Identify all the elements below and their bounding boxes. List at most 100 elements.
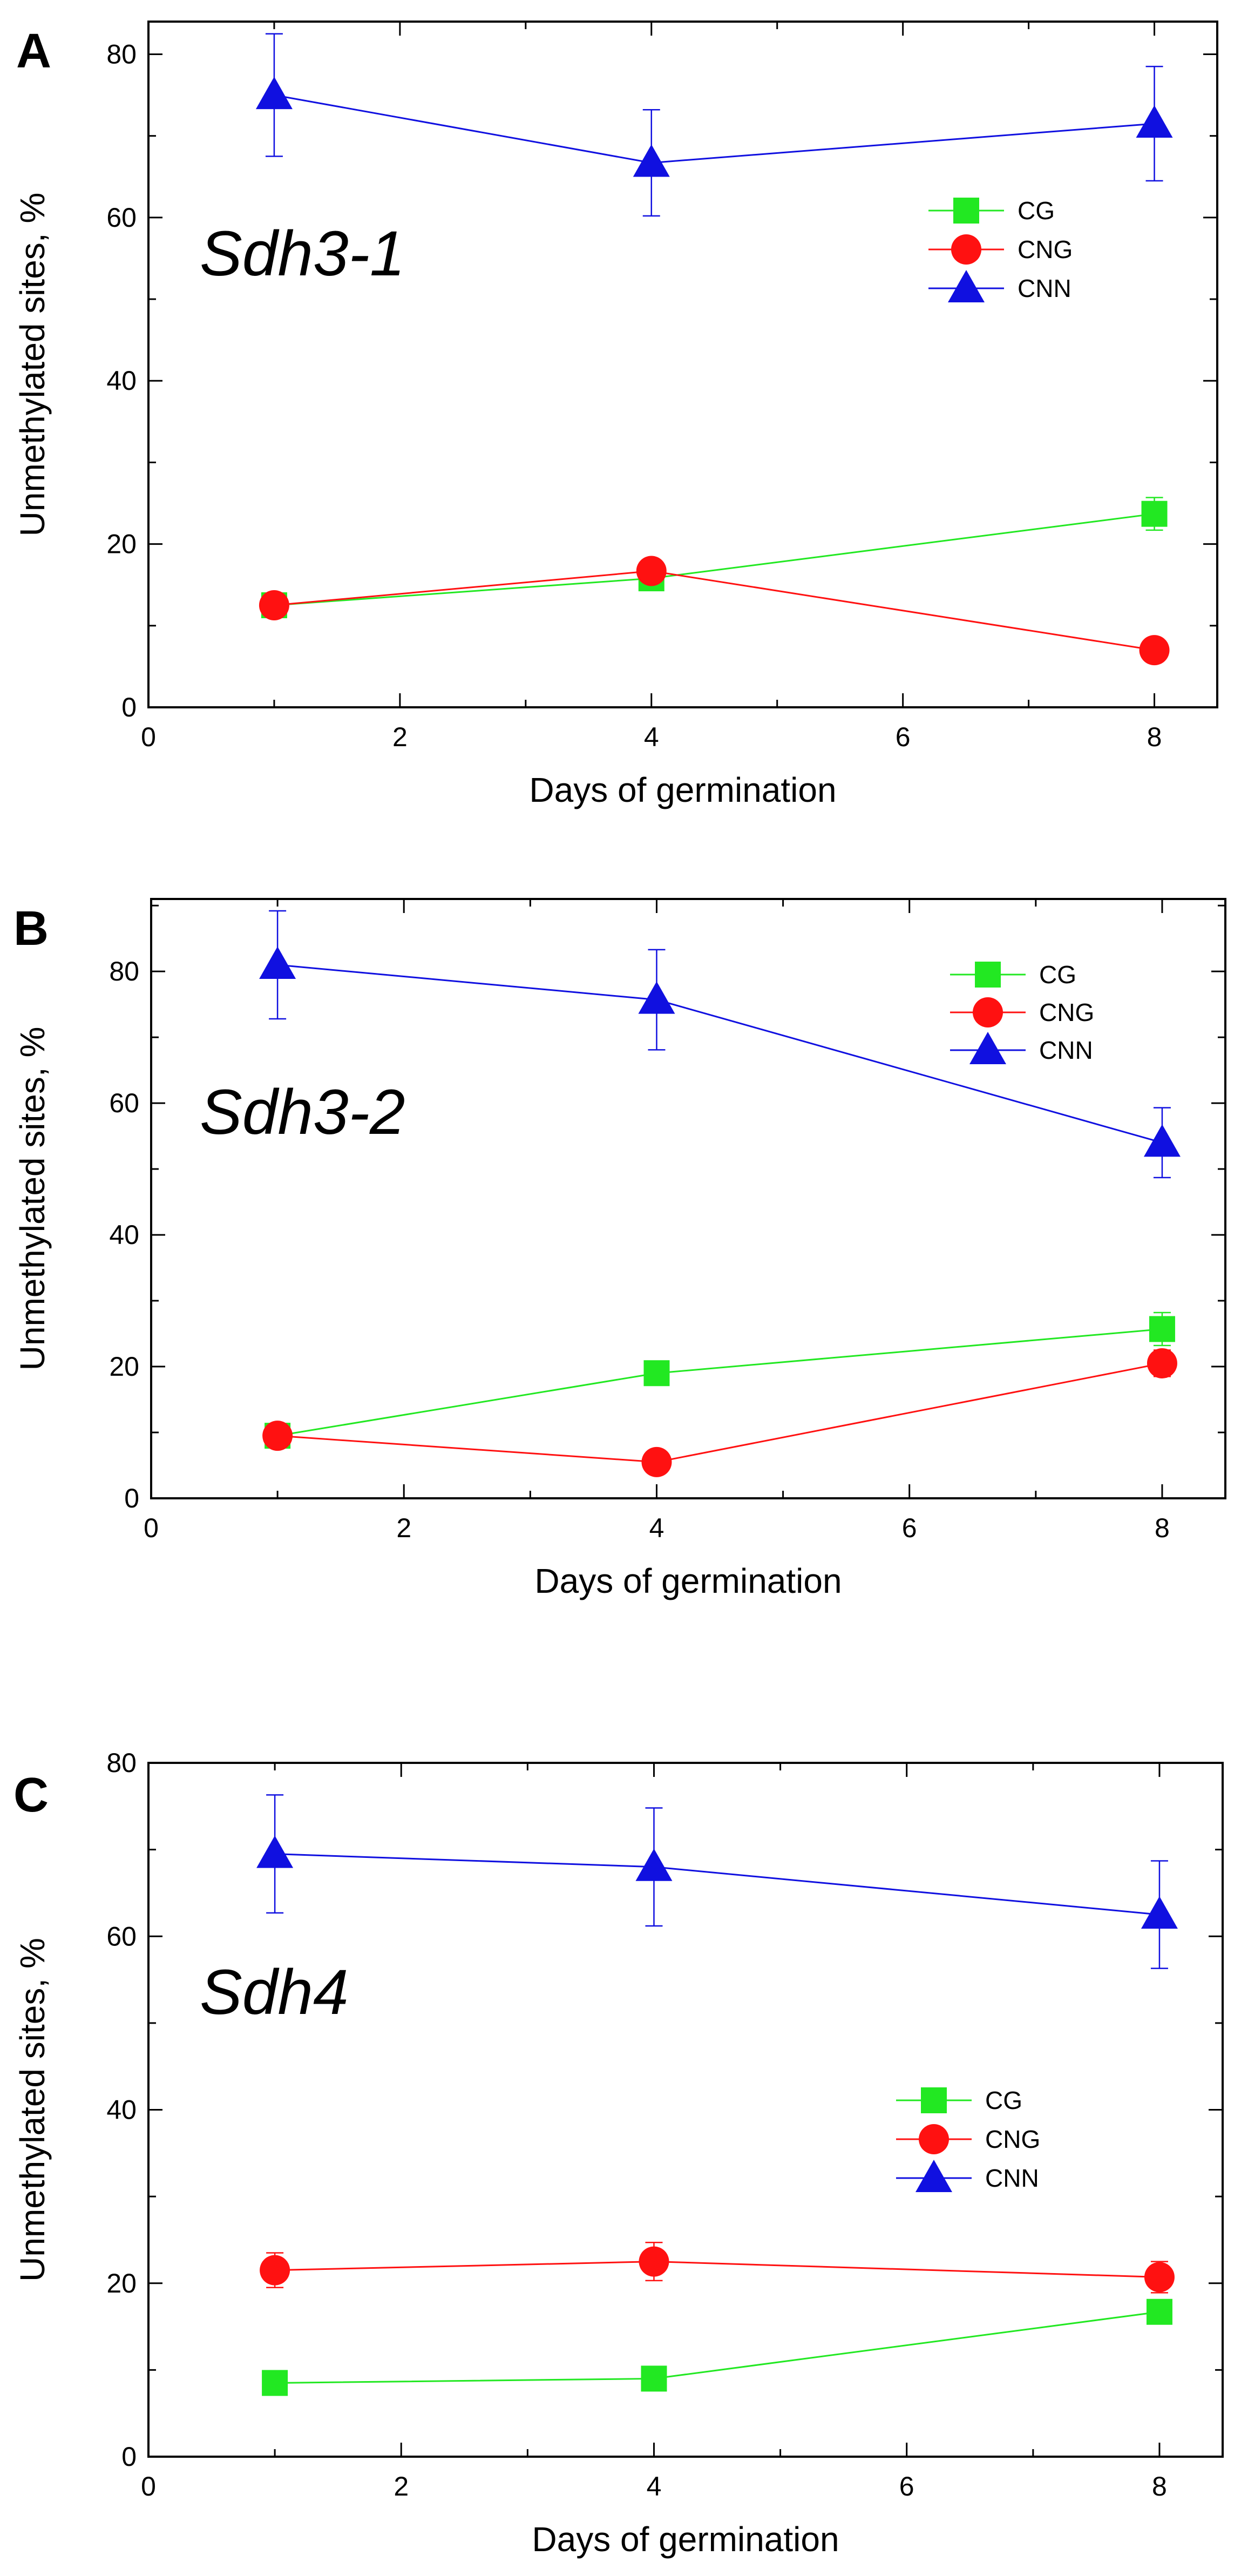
x-tick-label: 8 — [1152, 2471, 1167, 2501]
data-point-cg — [1146, 2298, 1172, 2325]
legend-marker-cng — [973, 997, 1003, 1027]
x-tick-label: 2 — [392, 722, 408, 752]
data-point-cng — [1147, 1348, 1177, 1378]
panel-letter: A — [16, 24, 51, 78]
y-axis-title: Unmethylated sites, % — [13, 193, 52, 537]
x-axis-title: Days of germination — [532, 2520, 839, 2559]
series-line-cng — [275, 2261, 1159, 2278]
series-cnn — [256, 1794, 1178, 1969]
y-tick-label: 0 — [121, 2442, 137, 2472]
y-tick-label: 40 — [106, 2095, 137, 2125]
plot-frame — [150, 898, 1226, 1499]
data-point-cg — [643, 1360, 670, 1387]
x-axis-title: Days of germination — [534, 1561, 842, 1600]
x-tick-label: 0 — [141, 2471, 156, 2501]
y-tick-label: 60 — [109, 1088, 139, 1118]
data-point-cng — [1144, 2262, 1175, 2293]
data-point-cng — [1139, 635, 1170, 666]
legend-marker-cng — [919, 2124, 949, 2154]
gene-label: Sdh3-1 — [200, 218, 405, 289]
data-point-cnn — [1143, 1124, 1181, 1157]
y-tick-label: 0 — [124, 1483, 139, 1513]
x-tick-label: 8 — [1147, 722, 1162, 752]
legend-label-cnn: CNN — [985, 2164, 1039, 2192]
series-cg — [265, 1311, 1175, 1449]
series-cng — [260, 2242, 1175, 2294]
x-axis-title: Days of germination — [529, 770, 836, 809]
series-cg — [261, 497, 1168, 619]
data-point-cg — [262, 2370, 288, 2396]
data-point-cg — [1149, 1316, 1175, 1342]
y-tick-label: 40 — [106, 366, 137, 396]
data-point-cnn — [1141, 1896, 1178, 1929]
data-point-cng — [639, 2246, 669, 2277]
data-point-cg — [1141, 501, 1168, 527]
gene-label: Sdh4 — [200, 1957, 349, 2028]
legend-label-cng: CNG — [1039, 998, 1094, 1026]
y-tick-label: 20 — [106, 2268, 137, 2298]
legend: CG CNG CNN — [950, 961, 1094, 1064]
legend-marker-cg — [953, 198, 979, 224]
series-line-cnn — [275, 1853, 1160, 1916]
series-cnn — [259, 910, 1181, 1179]
legend-marker-cg — [975, 962, 1001, 988]
legend-marker-cnn — [969, 1032, 1006, 1064]
y-axis-title: Unmethylated sites, % — [13, 1938, 52, 2282]
y-tick-label: 0 — [121, 692, 137, 722]
legend-label-cng: CNG — [1018, 235, 1073, 263]
plot-frame — [147, 1762, 1224, 2458]
data-point-cnn — [255, 77, 293, 110]
data-point-cnn — [1136, 105, 1173, 138]
panel-letter: B — [13, 902, 49, 956]
legend-label-cg: CG — [1039, 961, 1076, 989]
y-axis-title: Unmethylated sites, % — [13, 1027, 52, 1371]
x-tick-label: 6 — [896, 722, 911, 752]
y-tick-label: 20 — [106, 529, 137, 559]
y-tick-label: 60 — [106, 202, 137, 233]
legend-label-cnn: CNN — [1018, 274, 1072, 302]
data-point-cnn — [259, 946, 296, 979]
panel-letter: C — [13, 1768, 49, 1822]
legend-marker-cng — [951, 234, 981, 265]
data-point-cng — [259, 590, 289, 621]
data-point-cnn — [635, 1848, 673, 1881]
x-tick-label: 6 — [902, 1513, 917, 1543]
series-cng — [262, 1348, 1177, 1477]
x-tick-label: 2 — [394, 2471, 409, 2501]
data-point-cnn — [633, 144, 670, 177]
legend: CG CNG CNN — [928, 197, 1073, 302]
series-line-cg — [275, 2311, 1160, 2384]
legend-marker-cg — [921, 2087, 947, 2113]
gene-label: Sdh3-2 — [200, 1077, 405, 1148]
plot-frame — [147, 21, 1218, 708]
data-point-cng — [262, 1421, 293, 1451]
series-line-cnn — [274, 94, 1155, 164]
series-line-cng — [277, 1362, 1163, 1463]
data-point-cnn — [638, 981, 675, 1014]
x-tick-label: 4 — [647, 2471, 662, 2501]
series-line-cnn — [277, 964, 1163, 1144]
x-tick-label: 4 — [644, 722, 659, 752]
x-tick-label: 4 — [649, 1513, 664, 1543]
legend-label-cg: CG — [985, 2086, 1022, 2114]
legend: CG CNG CNN — [896, 2086, 1040, 2192]
x-tick-label: 6 — [899, 2471, 914, 2501]
series-cng — [259, 556, 1170, 666]
series-line-cg — [274, 513, 1155, 606]
x-tick-label: 2 — [396, 1513, 411, 1543]
series-cnn — [255, 33, 1173, 217]
data-point-cg — [641, 2365, 667, 2392]
y-tick-label: 40 — [109, 1220, 139, 1250]
data-point-cng — [260, 2255, 290, 2286]
y-tick-label: 80 — [106, 39, 137, 69]
data-point-cng — [641, 1446, 672, 1477]
legend-marker-cnn — [948, 270, 985, 302]
y-tick-label: 80 — [109, 956, 139, 986]
series-line-cng — [274, 570, 1155, 651]
y-tick-label: 80 — [106, 1748, 137, 1778]
legend-label-cng: CNG — [985, 2125, 1040, 2153]
x-tick-label: 0 — [141, 722, 156, 752]
y-tick-label: 20 — [109, 1351, 139, 1382]
